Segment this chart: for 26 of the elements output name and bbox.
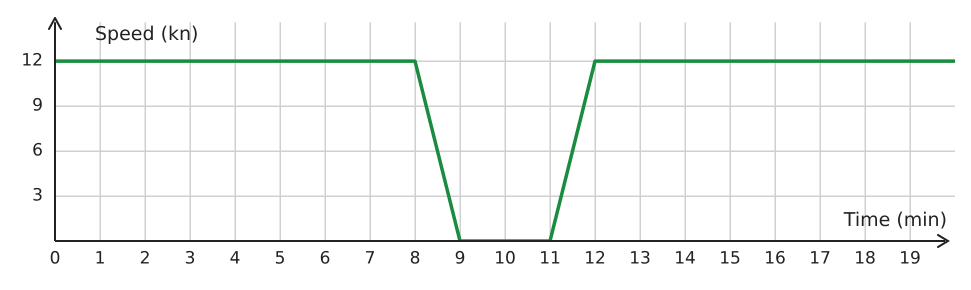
x-tick-label: 11 (539, 248, 561, 269)
x-tick-label: 5 (274, 248, 286, 269)
x-tick-label: 2 (140, 248, 150, 269)
y-axis-title: Speed (kn) (95, 23, 198, 46)
x-tick-label: 3 (184, 248, 196, 269)
x-tick-label: 0 (50, 248, 60, 269)
x-tick-label: 1 (94, 248, 106, 269)
x-tick-label: 9 (454, 248, 466, 269)
x-tick-label: 17 (809, 248, 831, 269)
y-tick-label: 9 (32, 96, 43, 116)
x-tick-label: 12 (584, 248, 606, 269)
x-tick-label: 15 (719, 248, 741, 269)
y-tick-label: 12 (21, 50, 43, 71)
x-tick-label: 7 (364, 248, 376, 269)
x-tick-label: 16 (764, 248, 786, 269)
x-tick-label: 18 (854, 248, 876, 269)
x-axis-title: Time (min) (842, 208, 947, 231)
x-tick-label: 13 (629, 248, 651, 269)
y-tick-label: 6 (32, 140, 43, 161)
x-tick-label: 10 (494, 248, 516, 269)
y-tick-label: 3 (32, 185, 43, 206)
x-tick-label: 4 (230, 248, 240, 269)
x-tick-label: 19 (899, 248, 921, 269)
x-tick-label: 8 (410, 248, 420, 269)
x-tick-label: 14 (674, 248, 696, 269)
x-tick-label: 6 (320, 248, 330, 269)
